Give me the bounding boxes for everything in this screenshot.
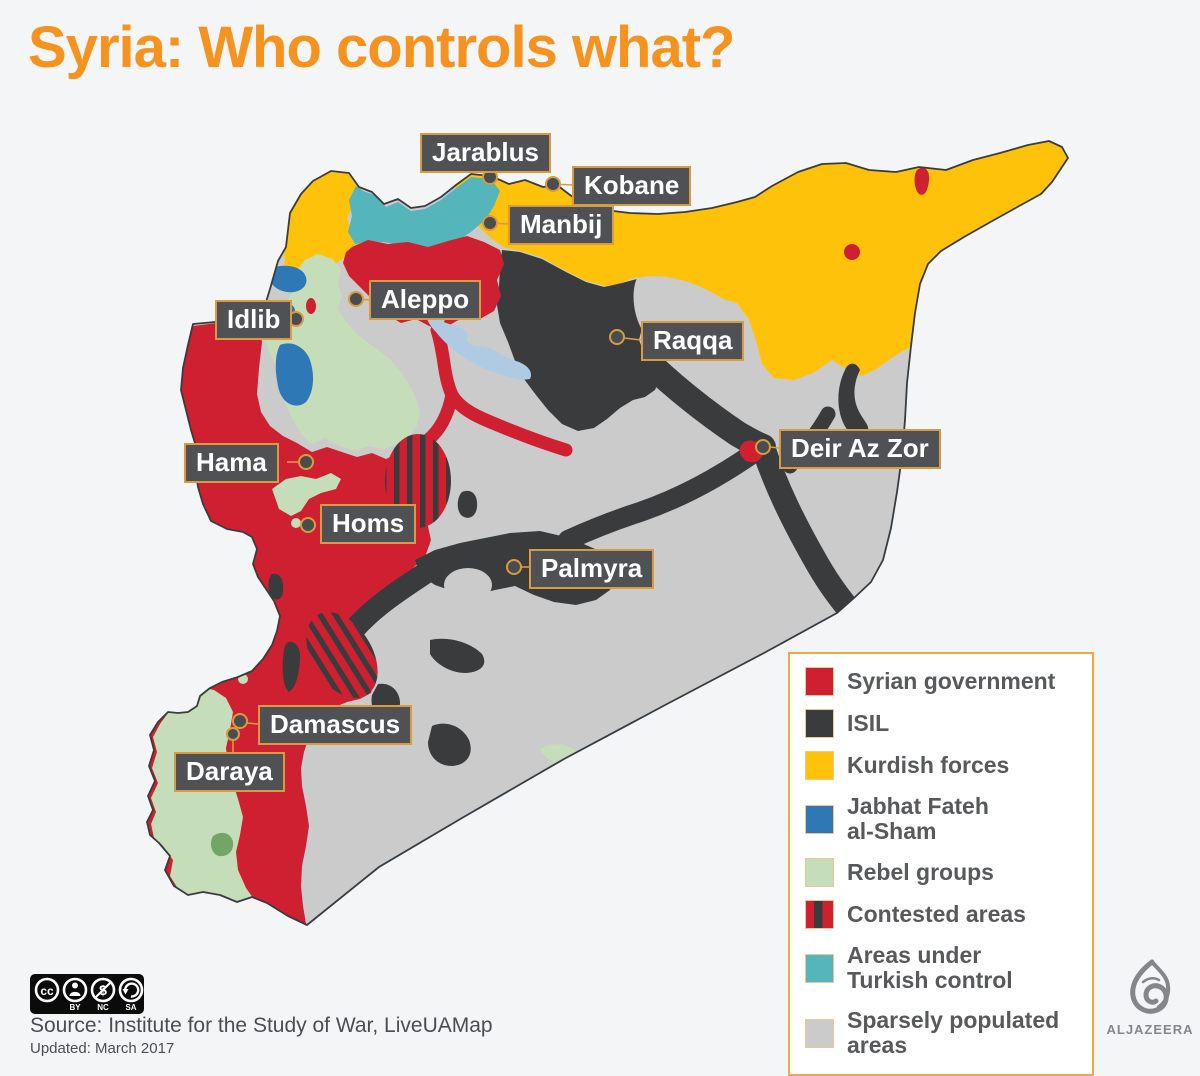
legend-item-isil: ISIL xyxy=(805,709,1076,738)
city-label-palmyra: Palmyra xyxy=(529,549,655,589)
legend-item-kurdish-forces: Kurdish forces xyxy=(805,751,1076,780)
city-dot-homs xyxy=(300,517,316,533)
isil-blob-damascus-1 xyxy=(430,638,485,673)
legend-item-contested-areas: Contested areas xyxy=(805,900,1076,929)
city-dot-damascus xyxy=(232,713,248,729)
legend-label: Areas under Turkish control xyxy=(847,942,1013,993)
source-text: Source: Institute for the Study of War, … xyxy=(30,1014,493,1037)
legend: Syrian government ISIL Kurdish forces Ja… xyxy=(788,652,1094,1076)
government-spot-hasakah xyxy=(844,244,860,260)
legend-swatch-sparsely-populated xyxy=(805,1018,834,1048)
isil-hasakah-snake xyxy=(838,363,869,438)
region-rebel-dark-patch xyxy=(211,832,234,857)
svg-text:BY: BY xyxy=(69,1003,81,1012)
region-isil-main xyxy=(497,250,660,431)
legend-swatch-jabhat xyxy=(805,804,834,834)
isil-branch-palmyra xyxy=(558,442,765,550)
city-dot-deir-az-zor xyxy=(755,439,771,455)
government-corridor xyxy=(430,323,573,457)
region-jabhat-1 xyxy=(267,265,307,293)
legend-swatch-kurdish-forces xyxy=(805,751,834,780)
region-rebel-southwest xyxy=(151,687,276,920)
legend-label: Contested areas xyxy=(847,901,1026,927)
city-dot-hama xyxy=(298,454,314,470)
legend-item-syrian-government: Syrian government xyxy=(805,667,1076,696)
legend-label: ISIL xyxy=(847,710,890,736)
city-label-deir-az-zor: Deir Az Zor xyxy=(779,429,941,469)
region-turkish-control xyxy=(348,177,500,253)
city-label-idlib: Idlib xyxy=(215,300,293,340)
legend-label: Jabhat Fateh al-Sham xyxy=(847,793,989,844)
city-label-homs: Homs xyxy=(320,504,417,544)
city-label-daraya: Daraya xyxy=(174,752,285,792)
city-dot-daraya xyxy=(226,727,240,741)
isil-blob-border-notch xyxy=(268,573,284,600)
lake-assad xyxy=(425,300,532,380)
government-corridor-spur xyxy=(421,388,459,447)
city-label-kobane: Kobane xyxy=(572,166,692,206)
isil-blob-damascus-2 xyxy=(428,723,471,766)
page-title: Syria: Who controls what? xyxy=(28,15,735,80)
legend-item-rebel-groups: Rebel groups xyxy=(805,858,1076,887)
city-dot-aleppo xyxy=(348,291,364,307)
legend-swatch-syrian-government xyxy=(805,667,834,696)
aljazeera-flame-icon xyxy=(1130,959,1171,1014)
legend-swatch-contested xyxy=(805,900,834,929)
city-label-hama: Hama xyxy=(184,443,279,483)
city-dot-palmyra xyxy=(506,559,522,575)
svg-text:SA: SA xyxy=(125,1003,136,1012)
isil-branch-deir-southeast xyxy=(751,435,863,624)
city-dot-manbij xyxy=(482,215,498,231)
city-label-jarablus: Jarablus xyxy=(420,133,551,173)
updated-text: Updated: March 2017 xyxy=(30,1040,175,1057)
aljazeera-logo: ALJAZEERA xyxy=(1104,958,1196,1037)
legend-swatch-rebel-groups xyxy=(805,858,834,887)
city-label-raqqa: Raqqa xyxy=(641,321,745,361)
region-kurdish-afrin xyxy=(284,170,363,290)
region-rebel-ghab xyxy=(272,473,341,516)
sparse-hole-palmyra xyxy=(444,568,492,602)
isil-blob-west-column xyxy=(282,641,301,692)
cc-icon: cc xyxy=(40,984,54,998)
rebel-dot-1 xyxy=(291,518,301,528)
svg-text:NC: NC xyxy=(97,1003,109,1012)
city-dot-raqqa xyxy=(609,329,625,345)
aljazeera-wordmark: ALJAZEERA xyxy=(1106,1022,1194,1037)
cc-by-icon xyxy=(72,982,78,989)
city-dot-kobane xyxy=(545,176,561,192)
legend-item-sparsely-populated: Sparsely populated areas xyxy=(805,1007,1076,1058)
city-dots xyxy=(226,169,771,741)
city-label-aleppo: Aleppo xyxy=(369,280,482,320)
city-label-manbij: Manbij xyxy=(508,205,615,245)
legend-label: Kurdish forces xyxy=(847,752,1010,778)
region-jabhat-2 xyxy=(275,343,314,406)
legend-item-turkish-control: Areas under Turkish control xyxy=(805,942,1076,993)
isil-blob-east-of-homs xyxy=(457,490,478,518)
creative-commons-badge: cc $ BY NC SA xyxy=(30,974,144,1019)
legend-label: Syrian government xyxy=(847,668,1056,694)
legend-item-jabhat-fateh-al-sham: Jabhat Fateh al-Sham xyxy=(805,793,1076,844)
legend-label: Rebel groups xyxy=(847,859,994,885)
legend-label: Sparsely populated areas xyxy=(847,1007,1060,1058)
government-spot-idlib xyxy=(306,298,316,314)
city-label-damascus: Damascus xyxy=(258,705,413,745)
legend-swatch-isil xyxy=(805,709,834,738)
contested-area-damascus xyxy=(306,612,378,698)
government-spot-qamishli xyxy=(914,167,930,195)
legend-swatch-turkish-control xyxy=(805,953,834,983)
cc-sa-icon xyxy=(124,982,140,998)
